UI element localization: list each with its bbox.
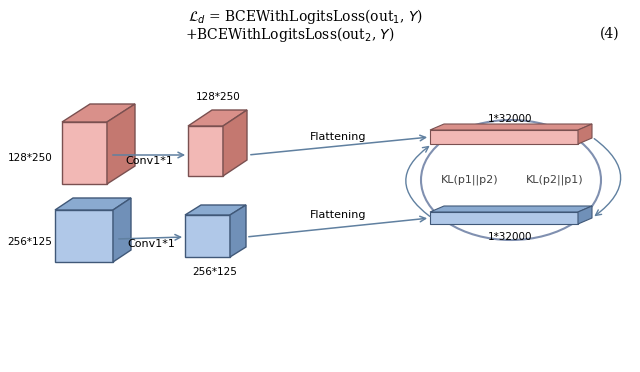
Polygon shape [223, 110, 247, 176]
Text: KL(p2||p1): KL(p2||p1) [526, 175, 584, 185]
Polygon shape [185, 205, 246, 215]
Polygon shape [188, 110, 247, 126]
Polygon shape [430, 124, 592, 130]
Text: Flattening: Flattening [310, 210, 366, 220]
Text: +BCEWithLogitsLoss(out$_2$, $Y$): +BCEWithLogitsLoss(out$_2$, $Y$) [185, 25, 395, 44]
Polygon shape [430, 212, 578, 224]
Text: 128*250: 128*250 [196, 92, 241, 102]
Polygon shape [188, 126, 223, 176]
Polygon shape [62, 122, 107, 184]
Polygon shape [430, 206, 592, 212]
Polygon shape [185, 215, 230, 257]
Text: 128*250: 128*250 [8, 153, 52, 163]
Polygon shape [55, 198, 131, 210]
Polygon shape [430, 130, 578, 144]
Text: 256*125: 256*125 [193, 267, 237, 277]
Polygon shape [578, 206, 592, 224]
Text: KL(p1||p2): KL(p1||p2) [441, 175, 499, 185]
Text: 1*32000: 1*32000 [488, 114, 532, 124]
Polygon shape [107, 104, 135, 184]
Text: 256*125: 256*125 [8, 237, 52, 247]
Polygon shape [113, 198, 131, 262]
Text: 1*32000: 1*32000 [488, 232, 532, 242]
Polygon shape [55, 210, 113, 262]
Text: (4): (4) [600, 27, 620, 41]
Text: $\mathcal{L}_d$ = BCEWithLogitsLoss(out$_1$, $Y$): $\mathcal{L}_d$ = BCEWithLogitsLoss(out$… [188, 6, 422, 26]
Polygon shape [62, 104, 135, 122]
Polygon shape [230, 205, 246, 257]
Text: Conv1*1: Conv1*1 [127, 239, 175, 249]
Text: Flattening: Flattening [310, 132, 366, 142]
Text: Conv1*1: Conv1*1 [125, 156, 173, 166]
Polygon shape [578, 124, 592, 144]
